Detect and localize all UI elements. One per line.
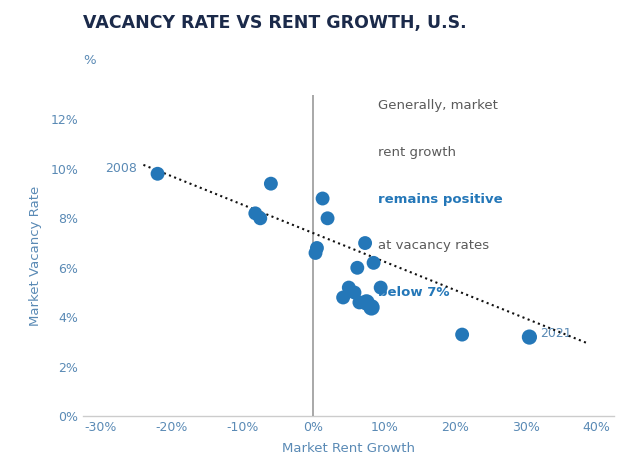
Point xyxy=(323,215,333,222)
Point xyxy=(310,249,321,257)
X-axis label: Market Rent Growth: Market Rent Growth xyxy=(282,442,415,455)
Point xyxy=(312,244,322,252)
Y-axis label: Market Vacancy Rate: Market Vacancy Rate xyxy=(29,185,42,325)
Text: VACANCY RATE VS RENT GROWTH, U.S.: VACANCY RATE VS RENT GROWTH, U.S. xyxy=(83,14,467,32)
Text: 2021: 2021 xyxy=(541,327,572,340)
Point xyxy=(349,289,360,296)
Point xyxy=(338,294,348,301)
Point xyxy=(457,331,467,338)
Text: remains positive: remains positive xyxy=(378,193,502,206)
Point xyxy=(360,239,370,247)
Point xyxy=(317,195,328,202)
Point xyxy=(369,259,379,267)
Point xyxy=(250,210,260,217)
Point xyxy=(366,304,376,311)
Point xyxy=(376,284,386,291)
Text: at vacancy rates: at vacancy rates xyxy=(378,239,489,252)
Point xyxy=(266,180,276,187)
Text: Generally, market: Generally, market xyxy=(378,99,498,113)
Point xyxy=(362,298,372,306)
Text: 2008: 2008 xyxy=(105,162,137,175)
Point xyxy=(352,264,362,272)
Text: %: % xyxy=(83,54,96,67)
Point xyxy=(152,170,163,177)
Text: rent growth: rent growth xyxy=(378,146,456,159)
Text: below 7%: below 7% xyxy=(378,286,449,299)
Point xyxy=(524,333,534,341)
Point xyxy=(355,298,365,306)
Point xyxy=(344,284,354,291)
Point xyxy=(255,215,266,222)
